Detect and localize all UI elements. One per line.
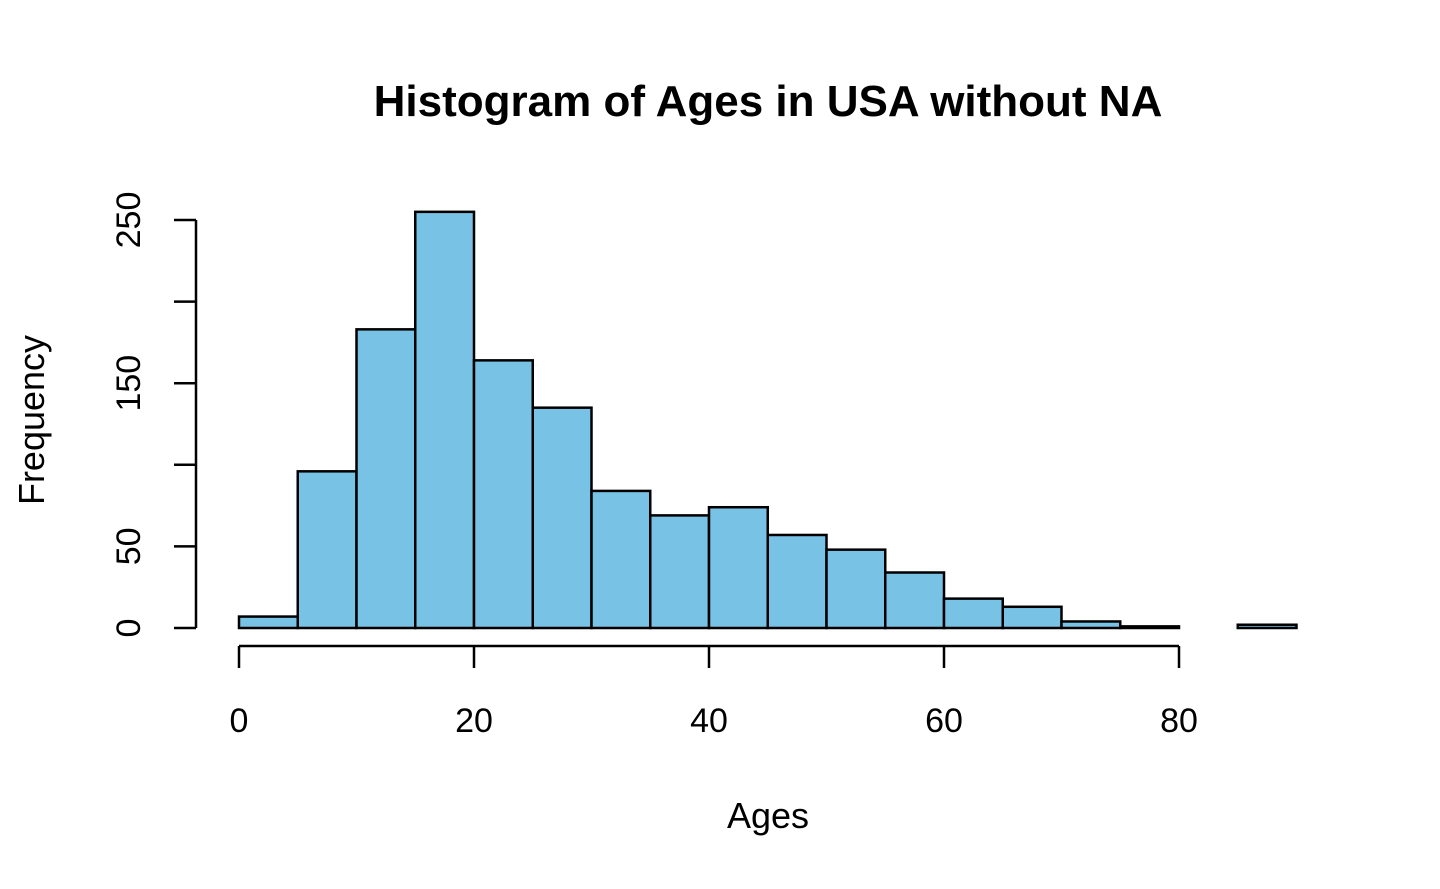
histogram-bar [825, 548, 887, 630]
histogram-bar [942, 597, 1004, 630]
x-axis-ticks: 0 20 40 60 80 [230, 646, 1198, 740]
histogram-bar [472, 359, 534, 630]
histogram-bar [1060, 620, 1122, 630]
histogram-bar [355, 328, 417, 630]
x-tick-label: 60 [925, 702, 963, 740]
x-tick-label: 0 [230, 702, 249, 740]
histogram-bar [531, 406, 593, 630]
x-axis-label: Ages [727, 795, 809, 836]
y-axis-ticks: 0 50 150 250 [110, 192, 196, 638]
y-tick-label: 50 [110, 527, 148, 565]
histogram-bar [1236, 623, 1298, 630]
y-tick-label: 150 [110, 355, 148, 412]
histogram-bar [414, 210, 476, 630]
histogram-bar [707, 505, 769, 630]
bars-group [237, 210, 1298, 630]
x-tick-label: 40 [690, 702, 728, 740]
chart-title: Histogram of Ages in USA without NA [374, 77, 1163, 126]
x-tick-label: 20 [455, 702, 493, 740]
y-axis-label: Frequency [11, 335, 52, 505]
histogram-bar [1001, 605, 1063, 630]
histogram-bar [649, 514, 711, 630]
histogram-bar [296, 470, 358, 630]
y-tick-label: 250 [110, 192, 148, 249]
histogram-bar [884, 571, 946, 630]
histogram-bar [1119, 625, 1181, 630]
x-tick-label: 80 [1160, 702, 1198, 740]
histogram-bar [590, 489, 652, 630]
y-tick-label: 0 [110, 619, 148, 638]
histogram-bar [766, 533, 828, 630]
histogram-bar [237, 615, 299, 630]
